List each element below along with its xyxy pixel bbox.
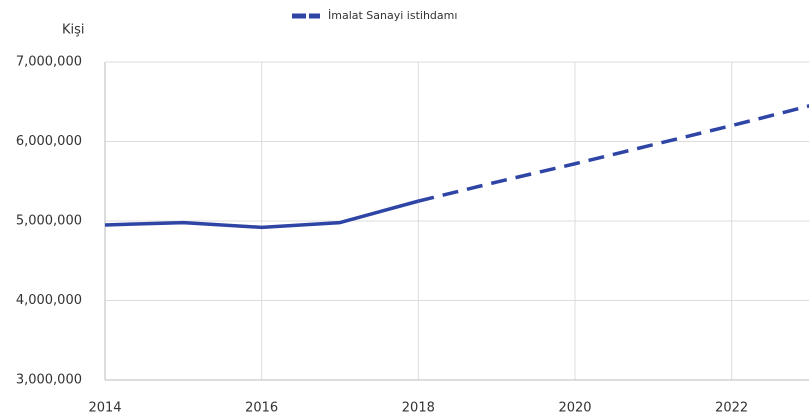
y-tick-label: 3,000,000 bbox=[16, 373, 82, 388]
x-tick-label: 2018 bbox=[402, 401, 435, 416]
x-tick-label: 2014 bbox=[88, 401, 121, 416]
y-tick-label: 4,000,000 bbox=[16, 293, 82, 308]
projection-line bbox=[417, 104, 809, 203]
y-tick-label: 6,000,000 bbox=[16, 134, 82, 149]
y-tick-label: 5,000,000 bbox=[16, 214, 82, 229]
y-axis-title: Kişi bbox=[62, 23, 85, 38]
line bbox=[104, 199, 419, 230]
x-tick-label: 2020 bbox=[558, 401, 591, 416]
legend-label: İmalat Sanayi istihdamı bbox=[328, 9, 457, 22]
x-tick-label: 2022 bbox=[715, 401, 748, 416]
x-tick-label: 2016 bbox=[245, 401, 278, 416]
y-tick-label: 7,000,000 bbox=[16, 55, 82, 70]
